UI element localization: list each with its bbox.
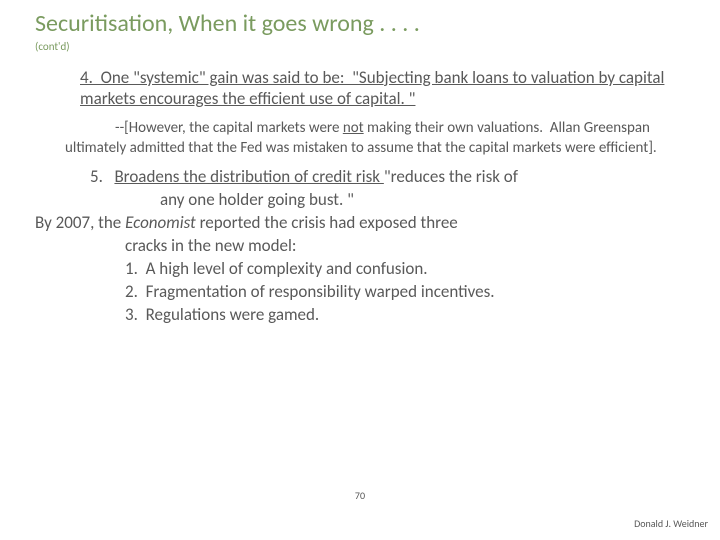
p5-crack-2: 2. Fragmentation of responsibility warpe… bbox=[125, 281, 685, 304]
slide-title: Securitisation, When it goes wrong . . .… bbox=[35, 10, 685, 38]
page-number: 70 bbox=[0, 489, 720, 502]
p5-line1: 5. Broadens the distribution of credit r… bbox=[65, 166, 685, 189]
bracket-pre: --[However, the capital markets were bbox=[115, 119, 343, 137]
p5-lead-underline: Broadens the distribution of credit risk bbox=[114, 166, 383, 187]
p5-number: 5. bbox=[90, 166, 114, 187]
bracketed-note: --[However, the capital markets were not… bbox=[65, 119, 685, 158]
p5-by-pre: By 2007, the bbox=[35, 212, 125, 233]
p5-economist: Economist bbox=[125, 212, 196, 233]
author-label: Donald J. Weidner bbox=[634, 517, 708, 530]
p5-cracks-intro: cracks in the new model: bbox=[125, 235, 685, 258]
continued-label: (cont'd) bbox=[35, 40, 685, 53]
slide-content: Securitisation, When it goes wrong . . .… bbox=[0, 0, 720, 327]
p5-by-post: reported the crisis had exposed three bbox=[196, 212, 458, 233]
point-4: 4. One "systemic" gain was said to be: "… bbox=[80, 67, 685, 110]
p5-lead-rest: "reduces the risk of bbox=[384, 166, 518, 187]
p5-crack-1: 1. A high level of complexity and confus… bbox=[125, 258, 685, 281]
point-5-block: 5. Broadens the distribution of credit r… bbox=[65, 166, 685, 327]
p5-crack-3: 3. Regulations were gamed. bbox=[125, 304, 685, 327]
p5-by-line: By 2007, the Economist reported the cris… bbox=[35, 212, 685, 235]
bracket-not: not bbox=[343, 119, 364, 137]
p5-line2: any one holder going bust. " bbox=[160, 189, 685, 212]
